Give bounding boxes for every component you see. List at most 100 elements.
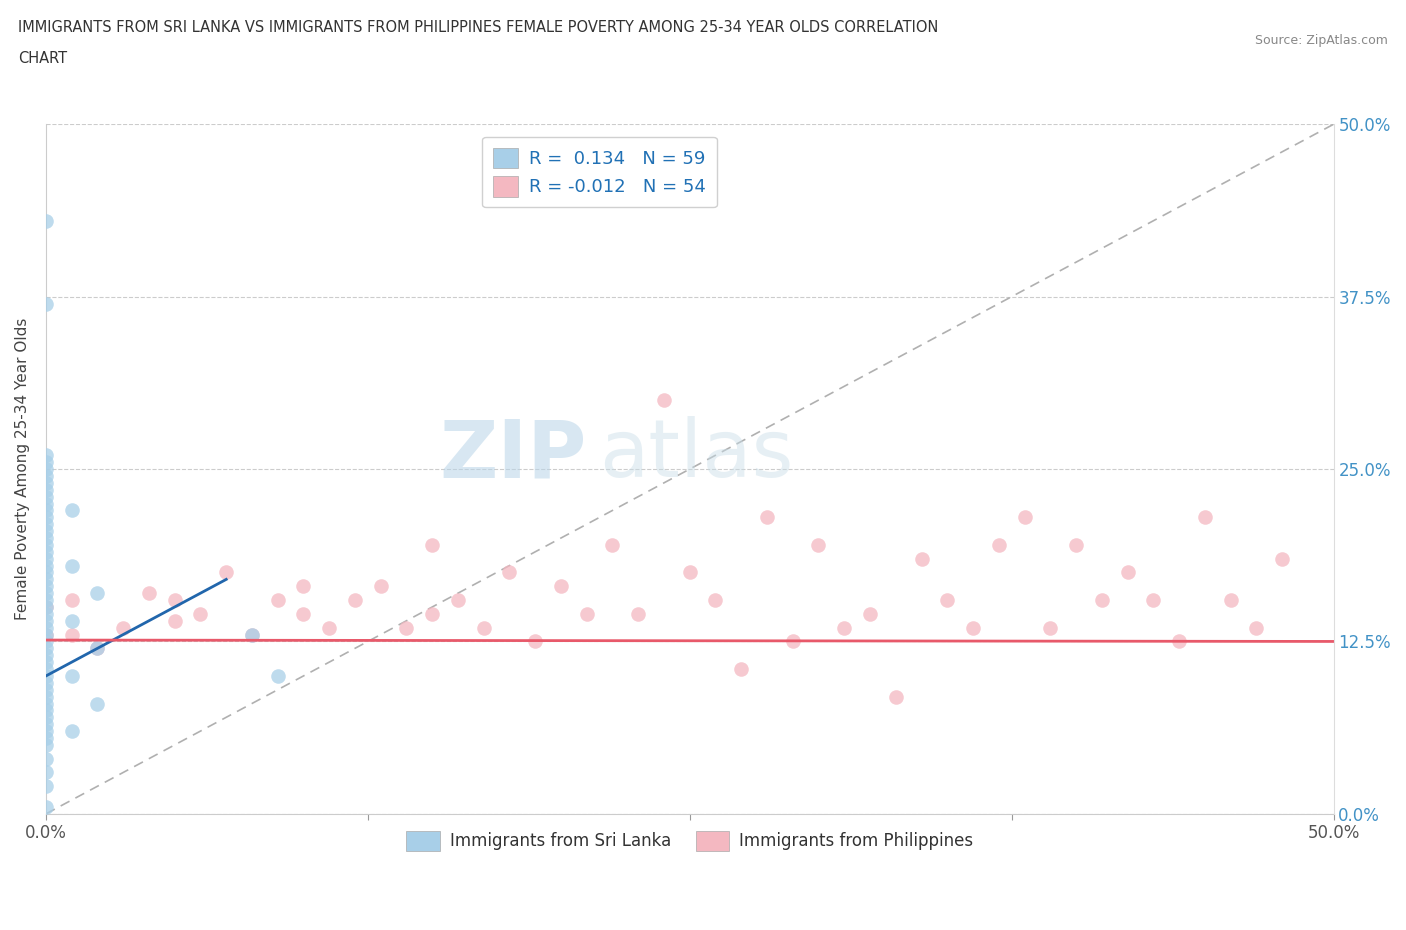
- Point: [420, 606, 443, 621]
- Point: [292, 606, 315, 621]
- Point: [962, 620, 984, 635]
- Point: [884, 689, 907, 704]
- Point: [370, 578, 392, 593]
- Text: IMMIGRANTS FROM SRI LANKA VS IMMIGRANTS FROM PHILIPPINES FEMALE POVERTY AMONG 25: IMMIGRANTS FROM SRI LANKA VS IMMIGRANTS …: [18, 20, 939, 35]
- Point: [267, 592, 290, 607]
- Point: [60, 558, 83, 573]
- Point: [35, 634, 58, 649]
- Point: [35, 648, 58, 663]
- Point: [35, 510, 58, 525]
- Point: [60, 592, 83, 607]
- Point: [35, 600, 58, 615]
- Point: [240, 627, 263, 642]
- Point: [35, 710, 58, 724]
- Point: [498, 565, 520, 580]
- Text: ZIP: ZIP: [440, 417, 586, 494]
- Point: [35, 524, 58, 538]
- Point: [60, 669, 83, 684]
- Point: [35, 578, 58, 593]
- Point: [35, 613, 58, 628]
- Point: [1039, 620, 1062, 635]
- Point: [1091, 592, 1114, 607]
- Point: [35, 703, 58, 718]
- Point: [267, 669, 290, 684]
- Point: [1271, 551, 1294, 566]
- Point: [35, 296, 58, 311]
- Text: Source: ZipAtlas.com: Source: ZipAtlas.com: [1254, 34, 1388, 47]
- Point: [35, 800, 58, 815]
- Point: [782, 634, 804, 649]
- Point: [395, 620, 418, 635]
- Point: [35, 620, 58, 635]
- Point: [1142, 592, 1164, 607]
- Point: [35, 448, 58, 463]
- Y-axis label: Female Poverty Among 25-34 Year Olds: Female Poverty Among 25-34 Year Olds: [15, 318, 30, 620]
- Point: [704, 592, 727, 607]
- Point: [240, 627, 263, 642]
- Point: [35, 724, 58, 738]
- Point: [35, 655, 58, 670]
- Point: [215, 565, 238, 580]
- Point: [1219, 592, 1241, 607]
- Point: [936, 592, 959, 607]
- Point: [420, 538, 443, 552]
- Point: [35, 751, 58, 766]
- Point: [35, 683, 58, 698]
- Point: [35, 558, 58, 573]
- Point: [35, 669, 58, 684]
- Point: [35, 778, 58, 793]
- Point: [35, 572, 58, 587]
- Point: [756, 510, 779, 525]
- Point: [35, 496, 58, 511]
- Point: [35, 689, 58, 704]
- Point: [1246, 620, 1268, 635]
- Point: [807, 538, 830, 552]
- Point: [652, 392, 675, 407]
- Point: [627, 606, 650, 621]
- Point: [86, 696, 108, 711]
- Point: [35, 483, 58, 498]
- Point: [35, 461, 58, 476]
- Point: [86, 586, 108, 601]
- Point: [1194, 510, 1216, 525]
- Point: [86, 641, 108, 656]
- Point: [472, 620, 495, 635]
- Point: [575, 606, 598, 621]
- Text: atlas: atlas: [599, 417, 794, 494]
- Point: [35, 586, 58, 601]
- Point: [35, 606, 58, 621]
- Point: [1168, 634, 1191, 649]
- Point: [35, 213, 58, 228]
- Point: [35, 627, 58, 642]
- Point: [910, 551, 932, 566]
- Point: [60, 503, 83, 518]
- Point: [524, 634, 547, 649]
- Point: [35, 641, 58, 656]
- Point: [35, 544, 58, 559]
- Point: [679, 565, 702, 580]
- Point: [35, 696, 58, 711]
- Point: [35, 538, 58, 552]
- Point: [35, 475, 58, 490]
- Point: [35, 737, 58, 752]
- Point: [35, 717, 58, 732]
- Point: [35, 489, 58, 504]
- Point: [35, 503, 58, 518]
- Point: [35, 661, 58, 676]
- Point: [35, 565, 58, 580]
- Point: [343, 592, 366, 607]
- Point: [35, 455, 58, 470]
- Point: [550, 578, 572, 593]
- Point: [35, 592, 58, 607]
- Point: [292, 578, 315, 593]
- Point: [163, 592, 186, 607]
- Point: [832, 620, 855, 635]
- Point: [35, 551, 58, 566]
- Point: [60, 724, 83, 738]
- Point: [447, 592, 470, 607]
- Point: [859, 606, 882, 621]
- Point: [730, 661, 752, 676]
- Point: [1116, 565, 1139, 580]
- Point: [86, 641, 108, 656]
- Point: [138, 586, 160, 601]
